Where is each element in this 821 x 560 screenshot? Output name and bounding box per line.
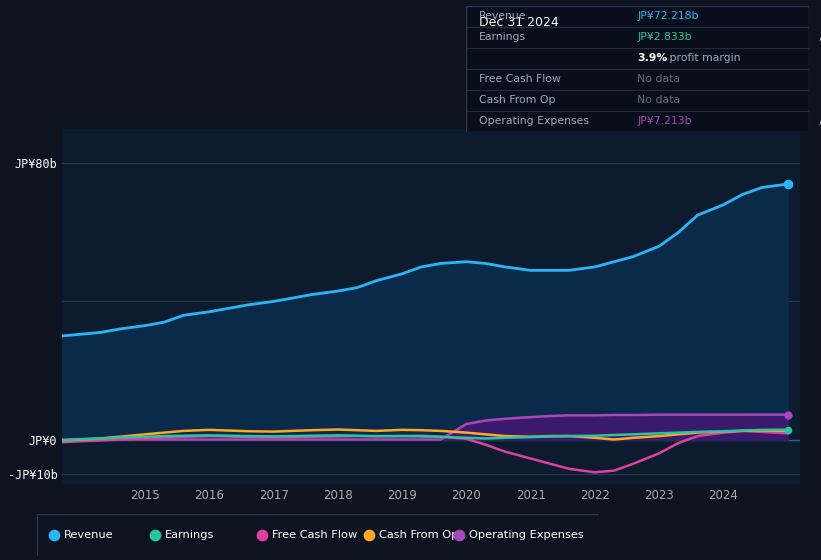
Text: Earnings: Earnings [479,32,526,42]
Text: 3.9%: 3.9% [637,53,667,63]
Text: /yr: /yr [816,32,821,42]
Point [452,530,466,539]
Text: Revenue: Revenue [479,11,527,21]
FancyBboxPatch shape [466,6,809,132]
Text: Free Cash Flow: Free Cash Flow [272,530,357,539]
Point [48,530,61,539]
Text: JP¥72.218b: JP¥72.218b [637,11,699,21]
Text: Operating Expenses: Operating Expenses [469,530,584,539]
Text: JP¥7.213b: JP¥7.213b [637,116,692,126]
Text: /yr: /yr [816,116,821,126]
FancyBboxPatch shape [37,514,599,556]
Text: Dec 31 2024: Dec 31 2024 [479,16,559,29]
Point [781,410,794,419]
Text: Revenue: Revenue [64,530,113,539]
Text: Operating Expenses: Operating Expenses [479,116,589,126]
Point [781,180,794,189]
Point [781,425,794,434]
Text: profit margin: profit margin [667,53,741,63]
Text: JP¥2.833b: JP¥2.833b [637,32,692,42]
Text: No data: No data [637,95,680,105]
Text: Cash From Op: Cash From Op [479,95,556,105]
Text: Earnings: Earnings [165,530,214,539]
Text: Free Cash Flow: Free Cash Flow [479,74,561,84]
Text: Cash From Op: Cash From Op [378,530,458,539]
Point [255,530,268,539]
Text: No data: No data [637,74,680,84]
Point [149,530,162,539]
Point [362,530,375,539]
